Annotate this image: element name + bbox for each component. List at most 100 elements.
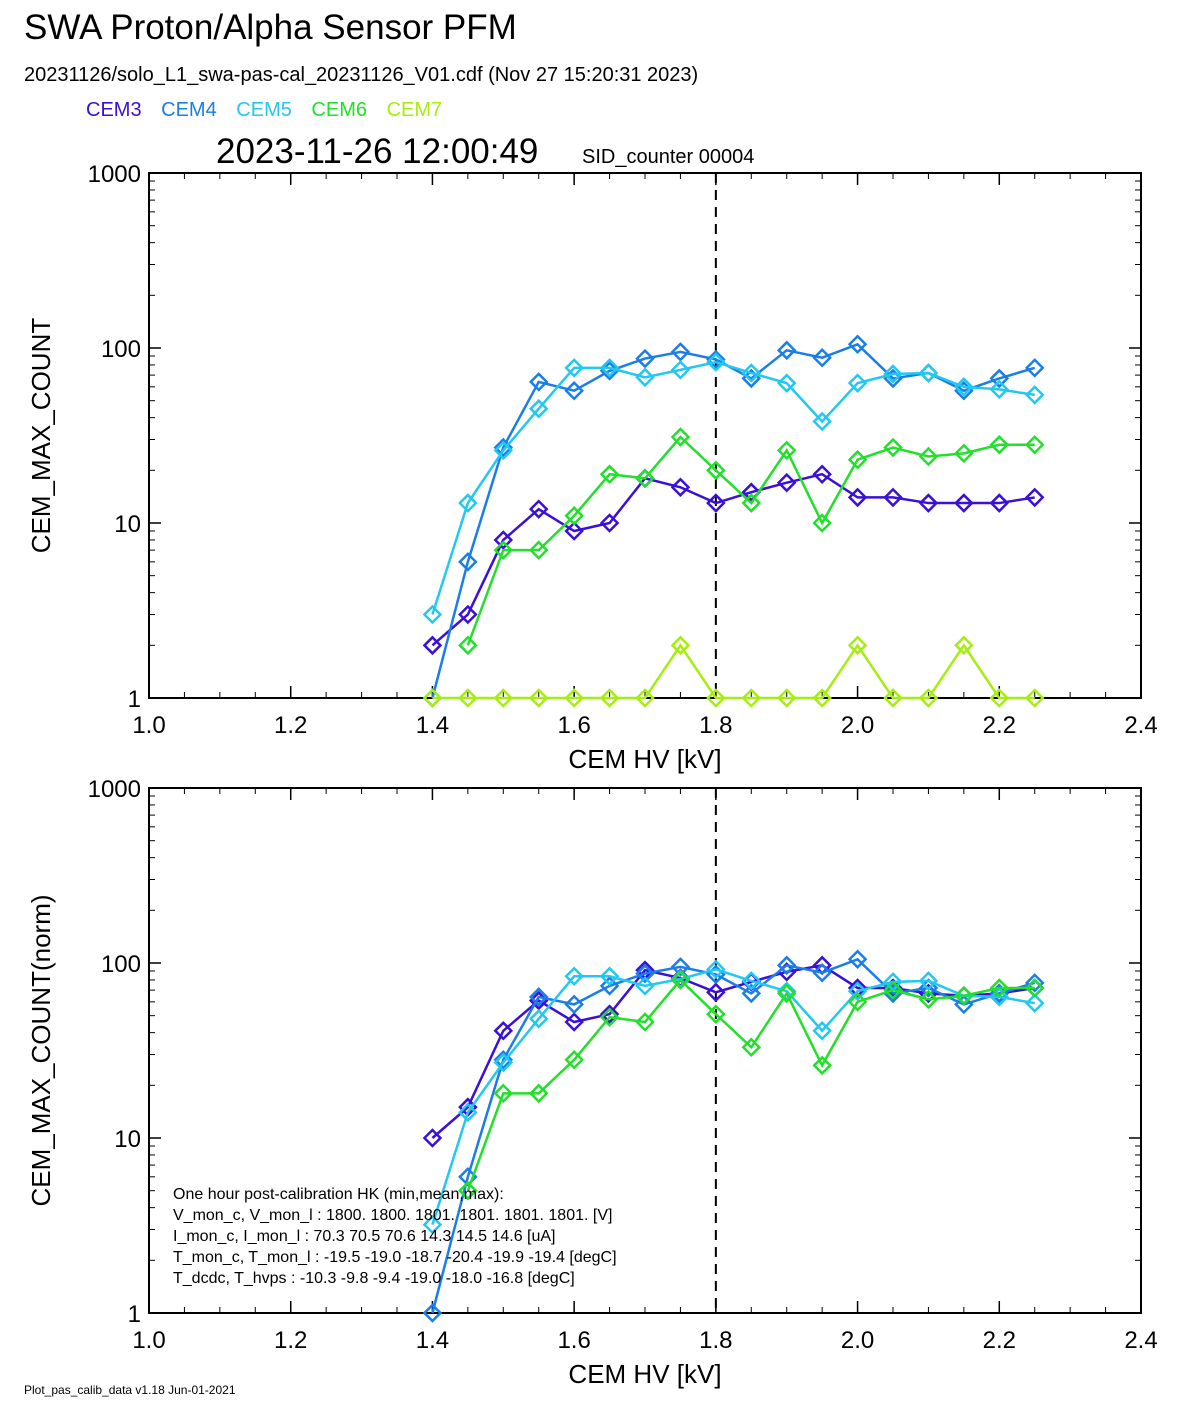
data-point xyxy=(493,540,514,560)
data-point xyxy=(706,460,726,481)
data-point xyxy=(812,513,832,533)
data-point xyxy=(670,635,691,656)
data-point xyxy=(564,966,584,987)
data-point xyxy=(741,688,762,708)
data-point xyxy=(776,688,797,708)
data-point xyxy=(670,970,691,990)
legend-entry-cem6: CEM6 xyxy=(311,99,367,121)
data-point xyxy=(847,487,868,508)
data-point xyxy=(989,978,1010,998)
data-point xyxy=(599,464,620,484)
data-point xyxy=(493,440,514,461)
data-point xyxy=(635,963,655,984)
data-point xyxy=(954,985,974,1006)
y-tick-label: 100 xyxy=(101,336,141,363)
data-point xyxy=(989,688,1010,708)
legend-entry-cem4: CEM4 xyxy=(161,99,217,121)
data-point xyxy=(493,530,514,550)
data-point xyxy=(564,521,584,541)
data-point xyxy=(458,604,478,625)
data-point xyxy=(635,688,655,708)
data-point xyxy=(706,493,726,513)
data-point xyxy=(635,468,655,489)
data-point xyxy=(1024,434,1045,455)
x-tick-label: 2.2 xyxy=(983,1327,1016,1354)
data-point xyxy=(528,1083,549,1104)
sid-counter: SID_counter 00004 xyxy=(582,146,755,168)
data-point xyxy=(954,635,974,656)
series-line xyxy=(432,643,1035,700)
x-tick-label: 1.2 xyxy=(274,712,307,739)
data-point xyxy=(1024,358,1045,378)
legend-entry-cem3: CEM3 xyxy=(86,99,142,121)
data-point xyxy=(528,1009,549,1029)
data-point xyxy=(422,1128,443,1148)
series-line xyxy=(431,472,1035,647)
data-point xyxy=(741,983,762,1004)
data-point xyxy=(528,499,549,519)
data-point xyxy=(528,372,549,392)
data-point xyxy=(670,360,691,380)
data-point xyxy=(918,989,939,1010)
data-point xyxy=(706,959,726,980)
data-point xyxy=(812,347,832,368)
x-tick-label: 1.8 xyxy=(699,712,732,739)
data-point xyxy=(1024,973,1045,993)
hk-table-line: One hour post-calibration HK (min,mean,m… xyxy=(173,1186,504,1203)
x-tick-label: 2.4 xyxy=(1124,712,1157,739)
data-point xyxy=(422,604,443,625)
series-cem6 xyxy=(458,427,1045,656)
data-point xyxy=(847,992,868,1012)
data-point xyxy=(564,358,584,378)
series-cem3 xyxy=(422,955,1045,1148)
data-point xyxy=(599,358,620,378)
data-point xyxy=(741,363,762,383)
data-point xyxy=(776,955,797,976)
data-point xyxy=(458,552,478,572)
y-tick-label: 10 xyxy=(114,1126,141,1153)
x-tick-label: 1.0 xyxy=(132,1327,165,1354)
data-point xyxy=(918,446,939,467)
series-cem6 xyxy=(458,970,1045,1201)
data-point xyxy=(776,340,797,361)
y-tick-label: 1000 xyxy=(88,161,141,188)
plot-panel-2: 1.0 1.2 1.4 1.6 1.8 2.0 2.2 2.4 1 10 100 1000 CEM HV… xyxy=(26,776,1158,1389)
data-point xyxy=(422,688,443,708)
data-point xyxy=(564,688,584,708)
data-point xyxy=(954,994,974,1015)
data-point xyxy=(883,487,903,508)
data-point xyxy=(847,334,868,355)
y-tick-label: 100 xyxy=(101,951,141,978)
data-point xyxy=(422,635,443,656)
data-point xyxy=(812,464,832,484)
x-tick-label: 1.6 xyxy=(557,1327,590,1354)
data-point xyxy=(989,493,1010,513)
y-axis-label: CEM_MAX_COUNT(norm) xyxy=(26,894,56,1206)
x-tick-label: 1.6 xyxy=(557,712,590,739)
y-tick-label: 1 xyxy=(128,1301,141,1328)
x-tick-label: 2.0 xyxy=(841,712,874,739)
data-point xyxy=(883,688,903,708)
data-point xyxy=(1024,993,1045,1013)
data-point xyxy=(528,540,549,560)
series-line xyxy=(431,342,1036,699)
data-point xyxy=(706,982,726,1003)
data-point xyxy=(989,434,1010,455)
data-point xyxy=(564,1049,584,1070)
series-line xyxy=(431,963,1035,1139)
data-point xyxy=(493,1052,514,1073)
data-point xyxy=(635,1012,655,1032)
data-point xyxy=(564,1012,584,1032)
data-point xyxy=(776,472,797,493)
data-point xyxy=(599,966,620,987)
data-point xyxy=(847,981,868,1001)
data-point xyxy=(422,1214,443,1235)
plot-panel-1: 1.0 1.2 1.4 1.6 1.8 2.0 2.2 2.4 1 10 100 1000 CEM HV… xyxy=(26,161,1158,774)
x-axis-label: CEM HV [kV] xyxy=(568,744,721,774)
data-point xyxy=(458,1180,478,1201)
data-point xyxy=(847,373,868,393)
series-line xyxy=(466,978,1035,1192)
series-line xyxy=(466,435,1035,646)
data-point xyxy=(635,367,655,388)
